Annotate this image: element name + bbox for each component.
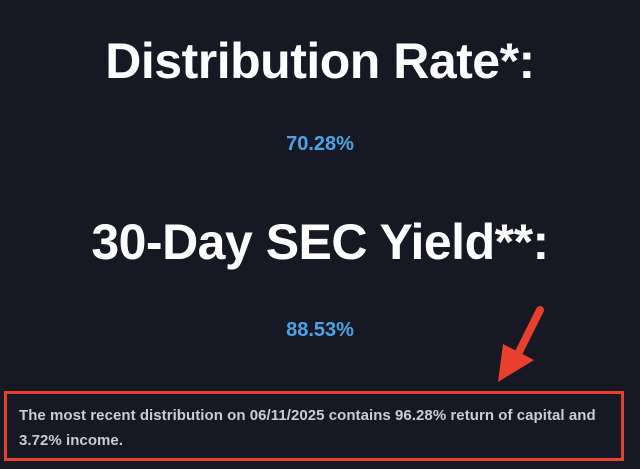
distribution-notice-box: The most recent distribution on 06/11/20… xyxy=(4,391,624,461)
distribution-notice-text: The most recent distribution on 06/11/20… xyxy=(19,407,596,449)
sec-yield-heading: 30-Day SEC Yield**: xyxy=(91,214,549,270)
distribution-rate-heading: Distribution Rate*: xyxy=(105,33,535,89)
arrow-down-left-icon xyxy=(498,306,544,382)
sec-yield-value: 88.53% xyxy=(286,319,354,341)
distribution-rate-value: 70.28% xyxy=(286,133,354,155)
